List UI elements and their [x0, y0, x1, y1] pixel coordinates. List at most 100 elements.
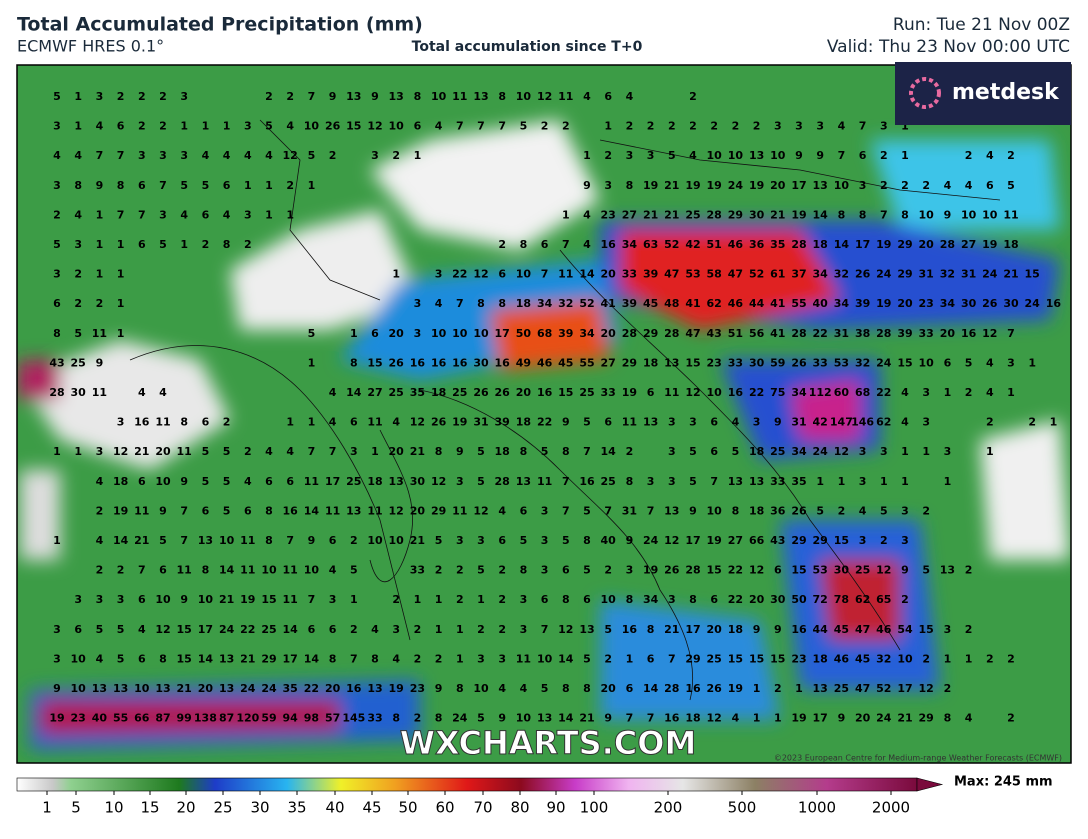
grid-value: 15: [749, 652, 764, 665]
grid-value: 8: [435, 445, 443, 458]
grid-value: 2: [1028, 416, 1036, 429]
grid-value: 17: [685, 623, 700, 636]
grid-value: 52: [876, 682, 891, 695]
grid-value: 26: [791, 504, 807, 517]
grid-value: 22: [240, 623, 255, 636]
grid-value: 20: [601, 682, 617, 695]
grid-value: 6: [710, 445, 718, 458]
grid-value: 29: [622, 356, 637, 369]
grid-value: 4: [732, 712, 740, 725]
grid-value: 14: [643, 682, 659, 695]
grid-value: 10: [707, 149, 723, 162]
grid-value: 21: [1003, 268, 1018, 281]
grid-value: 3: [96, 90, 104, 103]
grid-value: 2: [1007, 149, 1015, 162]
grid-value: 8: [74, 179, 82, 192]
grid-value: 1: [456, 623, 464, 636]
grid-value: 1: [604, 120, 612, 133]
grid-value: 9: [159, 504, 167, 517]
grid-value: 5: [202, 179, 210, 192]
grid-value: 20: [410, 504, 426, 517]
grid-value: 2: [838, 504, 846, 517]
grid-value: 6: [265, 475, 273, 488]
grid-value: 19: [728, 682, 743, 695]
grid-value: 26: [855, 268, 871, 281]
grid-value: 2: [96, 297, 104, 310]
grid-value: 22: [728, 593, 743, 606]
grid-value: 8: [498, 297, 506, 310]
grid-value: 1: [753, 682, 761, 695]
grid-value: 4: [329, 416, 337, 429]
grid-value: 1: [117, 297, 125, 310]
grid-value: 8: [223, 238, 231, 251]
grid-value: 7: [329, 445, 337, 458]
grid-value: 12: [664, 534, 679, 547]
grid-value: 15: [685, 356, 700, 369]
grid-value: 11: [240, 564, 255, 577]
grid-value: 36: [749, 238, 765, 251]
grid-value: 2: [117, 564, 125, 577]
grid-value: 19: [452, 416, 467, 429]
grid-value: 5: [583, 564, 591, 577]
grid-value: 17: [685, 534, 700, 547]
grid-value: 46: [537, 356, 553, 369]
grid-value: 6: [647, 652, 655, 665]
grid-value: 14: [601, 445, 617, 458]
grid-value: 3: [117, 416, 125, 429]
grid-value: 19: [791, 208, 806, 221]
grid-value: 20: [749, 593, 765, 606]
grid-value: 15: [346, 120, 361, 133]
grid-value: 8: [329, 652, 337, 665]
grid-value: 19: [49, 712, 64, 725]
grid-value: 15: [791, 564, 806, 577]
grid-value: 5: [308, 327, 316, 340]
grid-value: 3: [498, 652, 506, 665]
grid-value: 1: [901, 120, 909, 133]
grid-value: 2: [1007, 652, 1015, 665]
grid-value: 11: [558, 268, 573, 281]
grid-value: 1: [96, 268, 104, 281]
grid-value: 7: [456, 120, 464, 133]
grid-value: 13: [579, 623, 594, 636]
grid-value: 2: [159, 90, 167, 103]
grid-value: 26: [707, 682, 723, 695]
grid-value: 29: [431, 504, 446, 517]
grid-value: 17: [198, 623, 213, 636]
grid-value: 3: [668, 593, 676, 606]
grid-value: 4: [159, 386, 167, 399]
grid-value: 34: [643, 593, 659, 606]
grid-value: 43: [770, 534, 785, 547]
grid-value: 1: [286, 416, 294, 429]
grid-value: 55: [579, 356, 594, 369]
grid-value: 3: [816, 120, 824, 133]
grid-value: 66: [134, 712, 150, 725]
value-grid: 5 1 3 2 2 2 3 2 2 7 9 13 9 13 8 10 11 13 8 10 12 11 4 6 4 23 1 4 6 2 2…: [49, 90, 1071, 725]
grid-value: 4: [965, 179, 973, 192]
grid-value: 3: [96, 593, 104, 606]
grid-value: 21: [134, 445, 149, 458]
grid-value: 8: [202, 564, 210, 577]
grid-value: 6: [202, 208, 210, 221]
grid-value: 4: [392, 652, 400, 665]
grid-value: 6: [117, 120, 125, 133]
grid-value: 1: [944, 652, 952, 665]
grid-value: 54: [897, 623, 913, 636]
grid-value: 7: [838, 149, 846, 162]
grid-value: 1: [1050, 416, 1058, 429]
grid-value: 8: [901, 208, 909, 221]
grid-value: 3: [456, 534, 464, 547]
grid-value: 18: [813, 238, 828, 251]
grid-value: 2: [880, 534, 888, 547]
grid-value: 5: [435, 534, 443, 547]
grid-value: 12: [410, 416, 425, 429]
grid-value: 47: [664, 268, 679, 281]
grid-value: 27: [961, 238, 976, 251]
grid-value: 3: [74, 238, 82, 251]
grid-value: 5: [265, 120, 273, 133]
grid-value: 75: [770, 386, 785, 399]
grid-value: 17: [813, 712, 828, 725]
grid-value: 5: [477, 475, 485, 488]
grid-value: 3: [859, 475, 867, 488]
grid-value: 15: [261, 593, 276, 606]
grid-value: 1: [477, 593, 485, 606]
